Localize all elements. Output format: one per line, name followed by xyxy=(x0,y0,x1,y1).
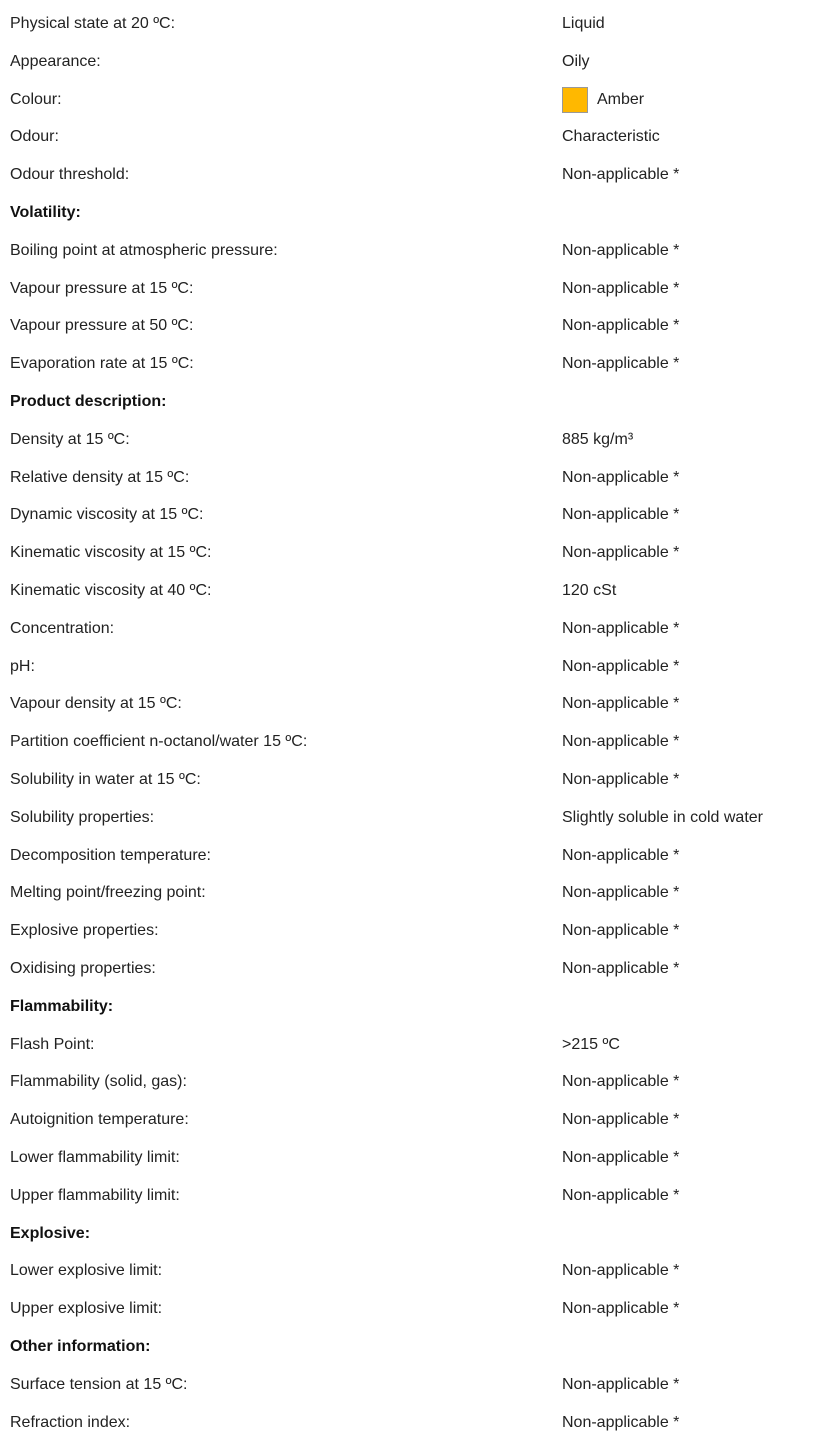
property-value: Slightly soluble in cold water xyxy=(562,808,763,826)
property-value: Non-applicable * xyxy=(562,1300,680,1318)
property-label: Kinematic viscosity at 40 ºC: xyxy=(10,582,212,599)
property-value: Characteristic xyxy=(562,128,660,146)
property-value: Non-applicable * xyxy=(562,733,680,751)
property-value: Non-applicable * xyxy=(562,1375,680,1393)
property-label: Upper flammability limit: xyxy=(10,1186,180,1204)
property-label: Decomposition temperature: xyxy=(10,846,211,864)
property-label: Vapour pressure at 50 ºC: xyxy=(10,317,194,335)
property-value: >215 ºC xyxy=(562,1035,620,1053)
property-label: Lower flammability limit: xyxy=(10,1149,180,1166)
property-value: Non-applicable * xyxy=(562,1111,680,1129)
property-label: Dynamic viscosity at 15 ºC: xyxy=(10,506,204,524)
property-value: Non-applicable * xyxy=(562,960,680,977)
section-heading: Explosive: xyxy=(10,1224,91,1242)
property-value: Non-applicable * xyxy=(562,1149,680,1166)
property-label: Evaporation rate at 15 ºC: xyxy=(10,355,194,373)
property-value: Non-applicable * xyxy=(562,922,680,940)
property-label: Autoignition temperature: xyxy=(10,1111,189,1129)
property-value: Oily xyxy=(562,52,590,70)
property-label: Partition coefficient n-octanol/water 15… xyxy=(10,733,308,751)
property-value: 120 cSt xyxy=(562,582,617,599)
property-label: Colour: xyxy=(10,90,62,108)
property-label: Flash Point: xyxy=(10,1035,95,1053)
property-value: Non-applicable * xyxy=(562,544,680,562)
property-value: Non-applicable * xyxy=(562,1262,680,1280)
property-value: Non-applicable * xyxy=(562,1073,680,1091)
property-label: Solubility properties: xyxy=(10,808,155,826)
property-label: Solubility in water at 15 ºC: xyxy=(10,771,201,788)
property-value: Non-applicable * xyxy=(562,166,680,184)
property-value: Non-applicable * xyxy=(562,771,680,788)
property-value: Non-applicable * xyxy=(562,241,680,259)
property-value: Non-applicable * xyxy=(562,355,680,373)
property-value: Non-applicable * xyxy=(562,468,680,486)
property-label: Lower explosive limit: xyxy=(10,1262,163,1280)
property-value: Non-applicable * xyxy=(562,279,680,297)
property-value: Non-applicable * xyxy=(562,506,680,524)
colour-swatch xyxy=(562,86,588,113)
section-heading: Flammability: xyxy=(10,997,114,1015)
property-value: Amber xyxy=(597,90,645,108)
property-label: Relative density at 15 ºC: xyxy=(10,468,190,486)
property-value: Non-applicable * xyxy=(562,1413,680,1431)
section-heading: Other information: xyxy=(10,1338,151,1355)
property-label: Physical state at 20 ºC: xyxy=(10,15,176,32)
property-value: Non-applicable * xyxy=(562,695,680,713)
property-label: Concentration: xyxy=(10,619,115,637)
property-label: pH: xyxy=(10,657,35,675)
property-value: Non-applicable * xyxy=(562,1186,680,1204)
property-label: Vapour pressure at 15 ºC: xyxy=(10,279,194,297)
property-label: Odour threshold: xyxy=(10,166,130,184)
property-value: Non-applicable * xyxy=(562,884,680,902)
property-value: Non-applicable * xyxy=(562,657,680,675)
property-value: Non-applicable * xyxy=(562,317,680,335)
property-label: Melting point/freezing point: xyxy=(10,884,206,902)
property-label: Refraction index: xyxy=(10,1413,131,1431)
property-label: Flammability (solid, gas): xyxy=(10,1073,187,1091)
property-value: Non-applicable * xyxy=(562,619,680,637)
property-label: Upper explosive limit: xyxy=(10,1300,163,1318)
section-heading: Product description: xyxy=(10,393,167,410)
property-label: Boiling point at atmospheric pressure: xyxy=(10,241,278,259)
property-label: Odour: xyxy=(10,128,59,146)
property-label: Kinematic viscosity at 15 ºC: xyxy=(10,544,212,562)
section-heading: Volatility: xyxy=(10,204,81,221)
property-label: Vapour density at 15 ºC: xyxy=(10,695,182,713)
property-label: Explosive properties: xyxy=(10,922,159,940)
property-label: Appearance: xyxy=(10,52,101,70)
property-label: Oxidising properties: xyxy=(10,960,156,977)
property-value: Non-applicable * xyxy=(562,846,680,864)
property-label: Density at 15 ºC: xyxy=(10,430,130,448)
property-label: Surface tension at 15 ºC: xyxy=(10,1375,188,1393)
property-value: 885 kg/m³ xyxy=(562,430,634,448)
property-value: Liquid xyxy=(562,15,605,32)
